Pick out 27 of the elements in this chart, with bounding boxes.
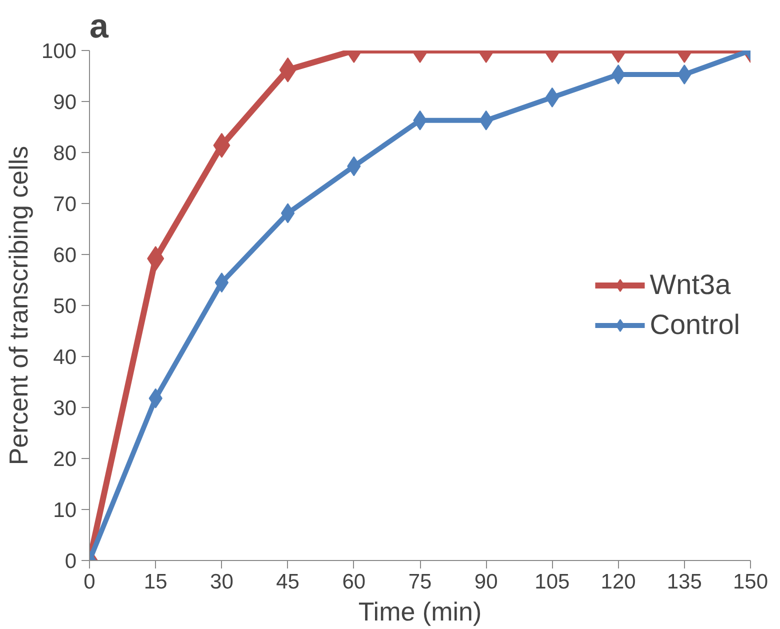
- y-tick-label: 30: [53, 397, 76, 420]
- legend-label: Wnt3a: [650, 269, 731, 301]
- x-tick-label: 60: [342, 570, 366, 594]
- y-tick-label: 10: [53, 499, 76, 522]
- x-tick-label: 30: [210, 570, 234, 594]
- x-tick-label: 150: [732, 570, 768, 594]
- chart-title: a: [90, 8, 110, 46]
- x-tick-label: 90: [474, 570, 498, 594]
- x-tick-label: 75: [408, 570, 432, 594]
- x-tick-label: 105: [534, 570, 570, 594]
- y-tick-label: 80: [53, 142, 76, 165]
- y-tick-label: 90: [53, 91, 76, 114]
- legend-label: Control: [650, 309, 740, 341]
- y-tick-label: 100: [41, 40, 77, 63]
- y-tick-label: 20: [53, 448, 76, 471]
- y-tick-label: 60: [53, 244, 76, 267]
- x-axis-title: Time (min): [358, 596, 482, 626]
- x-tick-label: 120: [600, 570, 636, 594]
- y-tick-label: 40: [53, 346, 76, 369]
- y-axis-title: Percent of transcribing cells: [3, 146, 34, 466]
- y-tick-label: 0: [64, 550, 77, 573]
- x-tick-label: 45: [276, 570, 300, 594]
- y-tick-label: 70: [53, 193, 76, 216]
- x-tick-label: 15: [144, 570, 168, 594]
- x-tick-label: 0: [84, 570, 96, 594]
- x-tick-label: 135: [666, 570, 702, 594]
- y-tick-label: 50: [53, 295, 76, 318]
